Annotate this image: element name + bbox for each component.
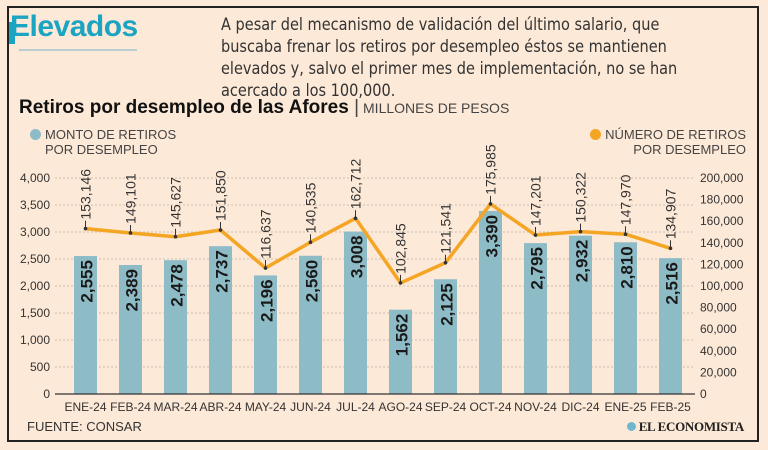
logo-icon [626,422,636,431]
line-value-label: 153,146 [78,169,94,220]
line-value-label: 147,201 [528,175,544,226]
bar [479,210,502,394]
bar-value-label: 2,125 [438,283,457,326]
bar-value-label: 2,932 [573,240,592,283]
line-value-label: 134,907 [663,188,679,239]
bar [569,235,592,394]
bar [209,246,232,394]
x-axis-tick: NOV-24 [514,400,557,414]
line-value-label: 121,541 [438,203,454,254]
legend-dot-blue [30,129,41,140]
title-accent-bar [9,22,15,44]
bar [659,258,682,394]
legend-bars-label: MONTO DE RETIROS POR DESEMPLEO [45,127,177,157]
line-value-label: 147,970 [618,174,634,225]
bar [344,231,367,394]
line-value-label: 162,712 [348,158,364,209]
bar-value-label: 2,737 [213,250,232,293]
line-value-label: 150,322 [573,172,589,223]
bar-value-label: 3,390 [483,215,502,258]
left-axis-tick: 2,500 [20,252,50,266]
bar [614,242,637,394]
publisher-logo: EL ECONOMISTA [626,419,745,435]
x-axis-tick: JUL-24 [336,400,375,414]
left-axis-tick: 4,000 [20,171,50,185]
bar-value-label: 2,478 [168,264,187,307]
line-value-label: 140,535 [303,182,319,233]
x-axis-tick: SEP-24 [425,400,467,414]
legend-line: NÚMERO DE RETIROS POR DESEMPLEO [581,127,746,157]
line-value-label: 151,850 [213,170,229,221]
bar-value-label: 3,008 [348,236,367,279]
left-axis-tick: 1,000 [20,333,50,347]
bar-value-label: 2,795 [528,247,547,290]
bar [74,256,97,394]
title-separator: | [354,97,360,118]
right-axis-tick: 100,000 [700,279,744,293]
right-axis-tick: 20,000 [700,365,737,379]
x-axis-tick: ABR-24 [199,400,241,414]
bar [119,264,142,394]
x-axis-tick: MAY-24 [245,400,287,414]
bar-value-label: 2,555 [78,260,97,303]
line-value-label: 149,101 [123,173,139,224]
line-point [398,281,403,285]
chart-title: Retiros por desempleo de las Afores | MIL… [19,97,509,119]
left-axis-tick: 3,000 [20,225,50,239]
bar-value-label: 2,560 [303,260,322,303]
bar [299,255,322,394]
bar [524,243,547,394]
bar [389,309,412,394]
x-axis-tick: DIC-24 [561,400,599,414]
line-value-label: 175,985 [483,144,499,195]
right-axis-tick: 0 [700,387,707,401]
right-axis-tick: 40,000 [700,344,737,358]
logo-text: EL ECONOMISTA [638,419,745,434]
legend-dot-orange [590,129,602,140]
bar-value-label: 2,389 [123,269,142,312]
x-axis-tick: ENE-24 [64,400,106,414]
left-axis-tick: 1,500 [20,306,50,320]
x-axis-tick: ENE-25 [604,400,646,414]
line-value-label: 116,637 [258,209,274,259]
headline-rule [19,49,137,51]
headline: Elevados [10,10,138,43]
right-axis-tick: 160,000 [700,214,744,228]
left-axis-tick: 3,500 [20,198,50,212]
right-axis-tick: 80,000 [700,301,737,315]
chart-subtitle: MILLONES DE PESOS [363,100,510,116]
line-value-label: 102,845 [393,223,409,274]
right-axis-tick: 60,000 [700,322,737,336]
right-axis-tick: 180,000 [700,193,744,207]
legend-bars: MONTO DE RETIROS POR DESEMPLEO [30,127,195,157]
left-axis-tick: 500 [30,360,50,374]
bar-value-label: 2,196 [258,279,277,322]
x-axis-tick: AGO-24 [378,400,422,414]
source-note: FUENTE: CONSAR [27,419,142,434]
right-axis-tick: 200,000 [700,171,744,185]
right-axis-tick: 120,000 [700,257,744,271]
left-axis-tick: 2,000 [20,279,50,293]
x-axis-tick: FEB-25 [650,400,691,414]
bar-value-label: 1,562 [393,314,412,357]
left-axis-tick: 0 [43,387,50,401]
intro-text: A pesar del mecanismo de validación del … [221,15,678,100]
bar [434,279,457,394]
chart-title-text: Retiros por desempleo de las Afores [19,97,349,118]
bar-value-label: 2,516 [663,262,682,305]
line-series [85,202,672,285]
x-axis-tick: OCT-24 [469,400,511,414]
x-axis-tick: FEB-24 [110,400,151,414]
x-axis-tick: JUN-24 [290,400,331,414]
line-value-label: 145,627 [168,177,184,228]
x-axis-tick: MAR-24 [153,400,197,414]
right-axis-tick: 140,000 [700,236,744,250]
bar [254,275,277,394]
bar-value-label: 2,810 [618,246,637,289]
bar [164,260,187,394]
legend-line-label: NÚMERO DE RETIROS POR DESEMPLEO [605,127,746,157]
